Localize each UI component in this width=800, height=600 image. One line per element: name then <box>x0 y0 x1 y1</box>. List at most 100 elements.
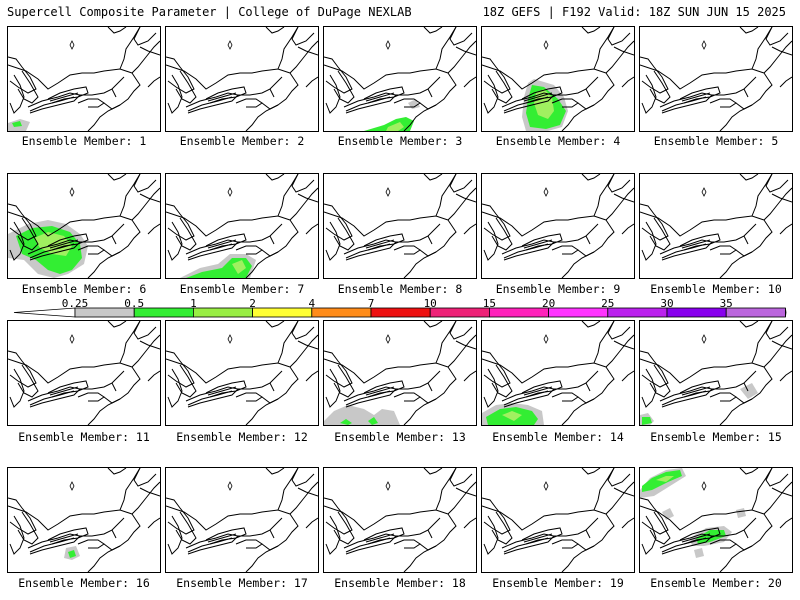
ensemble-member-panel[interactable] <box>481 173 635 279</box>
coastline-border <box>107 468 127 475</box>
coastline-border <box>447 40 476 74</box>
lake-shoreline <box>661 239 711 259</box>
coastline-border <box>291 174 315 193</box>
coastline-border <box>765 174 789 193</box>
coastline-border <box>205 380 247 398</box>
ensemble-member-label: Ensemble Member: 16 <box>18 576 150 590</box>
coastline-border <box>581 174 601 181</box>
coastline-border <box>483 368 499 408</box>
coastline-border <box>739 321 759 328</box>
coastline-border <box>551 392 579 402</box>
coastline-border <box>419 396 437 404</box>
member-map <box>640 468 792 572</box>
coastline-border <box>80 88 117 98</box>
ensemble-member-label: Ensemble Member: 12 <box>176 430 308 444</box>
coastline-border <box>17 511 39 545</box>
coastline-border <box>238 529 275 539</box>
ensemble-member-panel[interactable] <box>165 173 319 279</box>
member-map <box>8 321 160 425</box>
ensemble-member-panel[interactable] <box>481 26 635 132</box>
ensemble-member-panel[interactable] <box>165 26 319 132</box>
coastline-border <box>333 364 355 398</box>
coastline-border <box>482 358 607 384</box>
ensemble-member-panel[interactable] <box>323 26 477 132</box>
coastline-border <box>324 358 449 384</box>
island-outline <box>227 187 233 197</box>
coastline-border <box>139 193 160 203</box>
coastline-border <box>763 334 792 368</box>
coastline-border <box>779 370 792 382</box>
coastline-border <box>735 249 753 257</box>
coastline-border <box>305 223 318 235</box>
coastline-border <box>80 529 117 539</box>
ensemble-member-panel[interactable] <box>165 467 319 573</box>
coastline-border <box>455 340 476 350</box>
coastline-border <box>47 233 89 251</box>
member-map <box>324 27 476 131</box>
coastline-border <box>751 27 773 70</box>
ensemble-member-panel[interactable] <box>165 320 319 426</box>
coastline-border <box>605 334 634 368</box>
lake-shoreline <box>187 92 237 112</box>
coastline-border <box>771 193 792 203</box>
coastline-border <box>393 539 421 549</box>
coastline-border <box>261 249 279 257</box>
coastline-border <box>8 505 133 531</box>
coastline-border <box>166 497 195 535</box>
coastline-border <box>167 368 183 408</box>
coastline-border <box>640 211 765 237</box>
coastline-border <box>455 487 476 497</box>
lake-shoreline <box>187 386 237 406</box>
ensemble-member-panel[interactable] <box>323 320 477 426</box>
coastline-border <box>455 193 476 203</box>
coastline-border <box>551 98 579 108</box>
ensemble-member-panel[interactable] <box>639 467 793 573</box>
coastline-border <box>585 517 599 531</box>
coastline-border <box>324 497 353 535</box>
ensemble-member-panel[interactable] <box>481 467 635 573</box>
coastline-border <box>581 27 601 34</box>
legend-tick-label: 4 <box>308 297 316 310</box>
ensemble-member-panel[interactable] <box>639 320 793 426</box>
coastline-border <box>277 321 299 364</box>
scp-contour-lightgreen <box>386 122 404 131</box>
scp-contour-lightgreen <box>232 260 246 274</box>
ensemble-member-panel[interactable] <box>323 467 477 573</box>
ensemble-member-panel[interactable] <box>7 173 161 279</box>
member-map <box>324 174 476 278</box>
coastline-border <box>593 27 615 70</box>
coastline-border <box>649 217 671 251</box>
coastline-border <box>491 511 513 545</box>
coastline-border <box>482 64 607 90</box>
coastline-border <box>419 249 437 257</box>
ensemble-member-panel[interactable] <box>639 26 793 132</box>
coastline-border <box>111 76 125 90</box>
coastline-border <box>324 505 449 531</box>
ensemble-member-panel[interactable] <box>481 320 635 426</box>
ensemble-member-panel[interactable] <box>7 320 161 426</box>
coastline-border <box>265 27 285 34</box>
lake-shoreline <box>29 533 79 553</box>
coastline-border <box>403 72 457 131</box>
member-map <box>166 27 318 131</box>
coastline-border <box>87 513 141 572</box>
coastline-border <box>427 223 441 237</box>
coastline-border <box>719 219 773 278</box>
coastline-border <box>449 174 473 193</box>
coastline-border <box>521 380 563 398</box>
coastline-border <box>205 86 247 104</box>
coastline-border <box>111 223 125 237</box>
ensemble-member-panel[interactable] <box>323 173 477 279</box>
coastline-border <box>763 40 792 74</box>
coastline-border <box>423 27 443 34</box>
coastline-border <box>735 102 753 110</box>
island-outline <box>385 334 391 344</box>
lake-shoreline <box>187 239 237 259</box>
coastline-border <box>133 174 157 193</box>
coastline-border <box>235 539 263 549</box>
coastline-border <box>119 174 141 217</box>
ensemble-member-panel[interactable] <box>639 173 793 279</box>
coastline-border <box>363 380 405 398</box>
ensemble-member-panel[interactable] <box>7 26 161 132</box>
ensemble-member-panel[interactable] <box>7 467 161 573</box>
